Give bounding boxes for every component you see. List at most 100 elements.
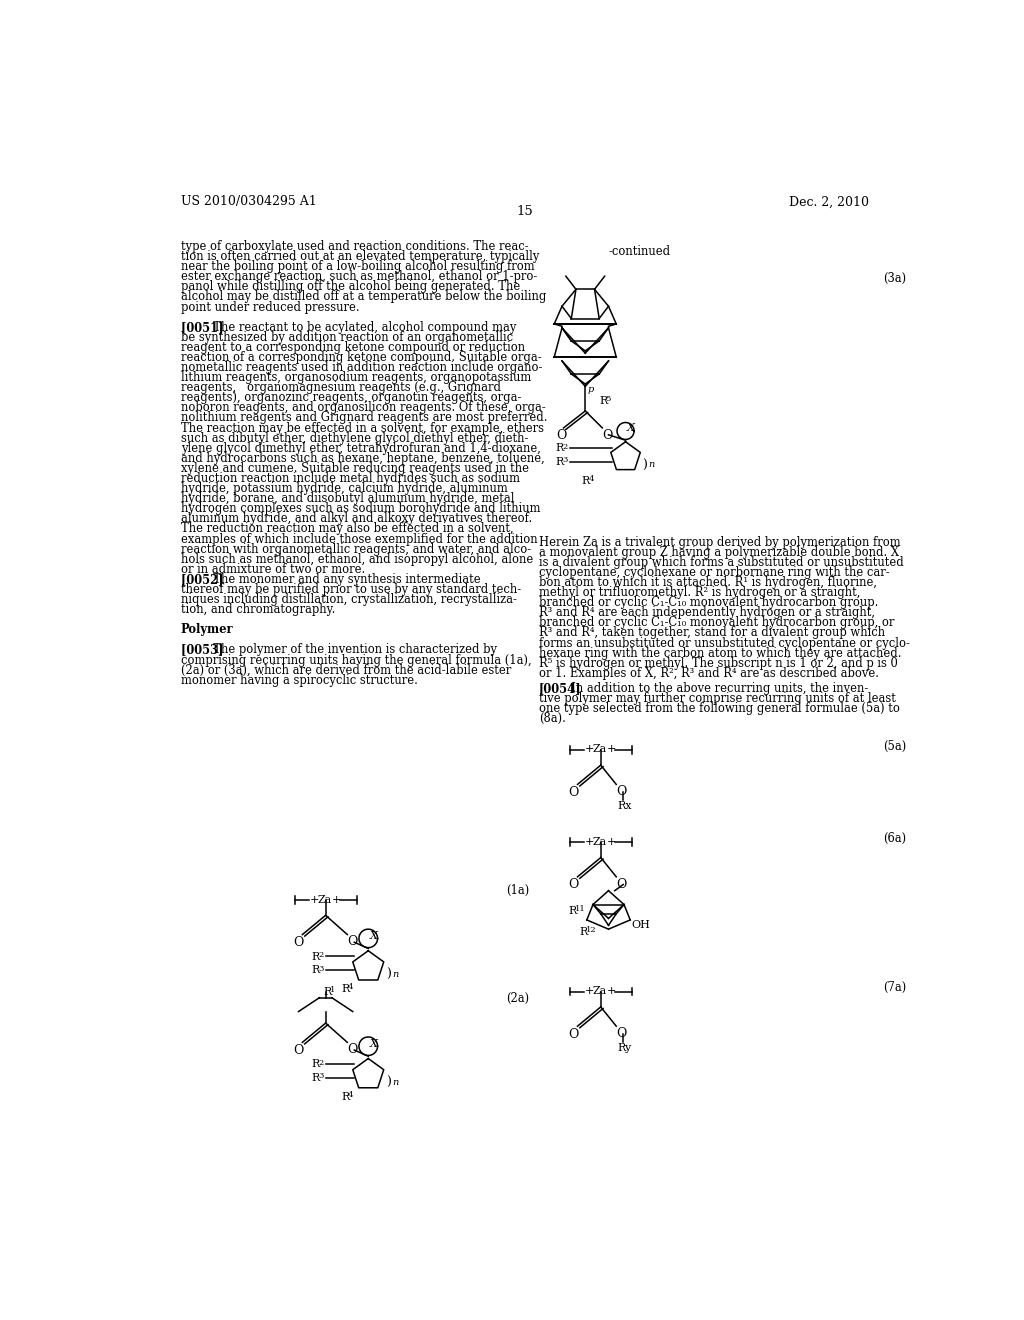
Text: +: + xyxy=(586,837,595,846)
Text: (7a): (7a) xyxy=(884,981,907,994)
Text: xylene and cumene. Suitable reducing reagents used in the: xylene and cumene. Suitable reducing rea… xyxy=(180,462,528,475)
Text: hydride, potassium hydride, calcium hydride, aluminum: hydride, potassium hydride, calcium hydr… xyxy=(180,482,508,495)
Text: n: n xyxy=(392,970,398,979)
Text: O: O xyxy=(347,936,357,948)
Text: X: X xyxy=(370,932,378,941)
Text: hydrogen complexes such as sodium borohydride and lithium: hydrogen complexes such as sodium borohy… xyxy=(180,503,541,515)
Text: (3a): (3a) xyxy=(884,272,906,285)
Text: type of carboxylate used and reaction conditions. The reac-: type of carboxylate used and reaction co… xyxy=(180,240,528,253)
Text: ): ) xyxy=(386,969,391,982)
Text: alcohol may be distilled off at a temperature below the boiling: alcohol may be distilled off at a temper… xyxy=(180,290,546,304)
Text: (8a).: (8a). xyxy=(539,713,565,725)
Text: R⁵ is hydrogen or methyl. The subscript n is 1 or 2, and p is 0: R⁵ is hydrogen or methyl. The subscript … xyxy=(539,657,898,669)
Text: ester exchange reaction, such as methanol, ethanol or 1-pro-: ester exchange reaction, such as methano… xyxy=(180,271,537,284)
Text: R: R xyxy=(311,952,319,961)
Text: (2a): (2a) xyxy=(506,993,529,1006)
Text: +: + xyxy=(310,895,319,904)
Text: branched or cyclic C₁-C₁₀ monovalent hydrocarbon group, or: branched or cyclic C₁-C₁₀ monovalent hyd… xyxy=(539,616,894,630)
Text: methyl or trifluoromethyl. R² is hydrogen or a straight,: methyl or trifluoromethyl. R² is hydroge… xyxy=(539,586,860,599)
Text: is a divalent group which forms a substituted or unsubstituted: is a divalent group which forms a substi… xyxy=(539,556,903,569)
Text: The reactant to be acylated, alcohol compound may: The reactant to be acylated, alcohol com… xyxy=(206,321,516,334)
Text: O: O xyxy=(293,1044,303,1057)
Text: O: O xyxy=(616,878,627,891)
Text: one type selected from the following general formulae (5a) to: one type selected from the following gen… xyxy=(539,702,900,715)
Text: R: R xyxy=(311,1059,319,1069)
Text: OH: OH xyxy=(632,920,650,929)
Text: cyclopentane, cyclohexane or norbornane ring with the car-: cyclopentane, cyclohexane or norbornane … xyxy=(539,566,890,579)
Text: point under reduced pressure.: point under reduced pressure. xyxy=(180,301,359,314)
Text: The monomer and any synthesis intermediate: The monomer and any synthesis intermedia… xyxy=(206,573,480,586)
Text: 2: 2 xyxy=(563,442,568,450)
Text: near the boiling point of a low-boiling alcohol resulting from: near the boiling point of a low-boiling … xyxy=(180,260,535,273)
Text: O: O xyxy=(556,429,566,442)
Text: thereof may be purified prior to use by any standard tech-: thereof may be purified prior to use by … xyxy=(180,583,521,595)
Text: +: + xyxy=(607,986,616,997)
Text: R³ and R⁴, taken together, stand for a divalent group which: R³ and R⁴, taken together, stand for a d… xyxy=(539,627,885,639)
Text: The polymer of the invention is characterized by: The polymer of the invention is characte… xyxy=(206,644,497,656)
Text: aluminum hydride, and alkyl and alkoxy derivatives thereof.: aluminum hydride, and alkyl and alkoxy d… xyxy=(180,512,531,525)
Text: comprising recurring units having the general formula (1a),: comprising recurring units having the ge… xyxy=(180,653,531,667)
Text: ): ) xyxy=(386,1076,391,1089)
Text: 15: 15 xyxy=(516,205,534,218)
Text: or in admixture of two or more.: or in admixture of two or more. xyxy=(180,562,365,576)
Text: R: R xyxy=(556,457,564,467)
Text: 4: 4 xyxy=(589,475,594,483)
Text: tive polymer may further comprise recurring units of at least: tive polymer may further comprise recurr… xyxy=(539,692,896,705)
Text: 12: 12 xyxy=(586,927,597,935)
Text: US 2010/0304295 A1: US 2010/0304295 A1 xyxy=(180,195,316,209)
Text: 5: 5 xyxy=(605,395,610,403)
Text: Herein Za is a trivalent group derived by polymerization from: Herein Za is a trivalent group derived b… xyxy=(539,536,900,549)
Text: +: + xyxy=(586,744,595,754)
Text: 2: 2 xyxy=(318,1059,324,1067)
Text: -continued: -continued xyxy=(608,244,671,257)
Text: monomer having a spirocyclic structure.: monomer having a spirocyclic structure. xyxy=(180,673,418,686)
Text: ylene glycol dimethyl ether, tetrahydrofuran and 1,4-dioxane,: ylene glycol dimethyl ether, tetrahydrof… xyxy=(180,442,541,455)
Text: [0052]: [0052] xyxy=(180,573,227,586)
Text: R: R xyxy=(582,475,590,486)
Text: R: R xyxy=(599,396,607,405)
Text: reagents,   organomagnesium reagents (e.g., Grignard: reagents, organomagnesium reagents (e.g.… xyxy=(180,381,501,395)
Text: O: O xyxy=(616,785,627,799)
Text: tion is often carried out at an elevated temperature, typically: tion is often carried out at an elevated… xyxy=(180,249,539,263)
Text: R³ and R⁴ are each independently hydrogen or a straight,: R³ and R⁴ are each independently hydroge… xyxy=(539,606,874,619)
Text: lithium reagents, organosodium reagents, organopotassium: lithium reagents, organosodium reagents,… xyxy=(180,371,531,384)
Text: O: O xyxy=(347,1043,357,1056)
Text: reaction with organometallic reagents, and water, and alco-: reaction with organometallic reagents, a… xyxy=(180,543,530,556)
Text: 4: 4 xyxy=(348,1090,353,1098)
Text: a monovalent group Z having a polymerizable double bond. X: a monovalent group Z having a polymeriza… xyxy=(539,545,899,558)
Text: bon atom to which it is attached. R¹ is hydrogen, fluorine,: bon atom to which it is attached. R¹ is … xyxy=(539,576,877,589)
Text: 4: 4 xyxy=(348,983,353,991)
Text: [0051]: [0051] xyxy=(180,321,227,334)
Text: Ry: Ry xyxy=(617,1043,632,1053)
Text: O: O xyxy=(568,878,579,891)
Text: tion, and chromatography.: tion, and chromatography. xyxy=(180,603,335,616)
Text: branched or cyclic C₁-C₁₀ monovalent hydrocarbon group.: branched or cyclic C₁-C₁₀ monovalent hyd… xyxy=(539,597,879,610)
Text: be synthesized by addition reaction of an organometallic: be synthesized by addition reaction of a… xyxy=(180,331,513,343)
Text: 3: 3 xyxy=(318,1072,324,1080)
Text: +: + xyxy=(607,744,616,754)
Text: [0054]: [0054] xyxy=(539,682,582,696)
Text: and hydrocarbons such as hexane, heptane, benzene, toluene,: and hydrocarbons such as hexane, heptane… xyxy=(180,451,545,465)
Text: reagent to a corresponding ketone compound or reduction: reagent to a corresponding ketone compou… xyxy=(180,341,525,354)
Text: niques including distillation, crystallization, recrystalliza-: niques including distillation, crystalli… xyxy=(180,593,516,606)
Text: Za: Za xyxy=(593,986,607,997)
Text: X: X xyxy=(627,424,635,433)
Text: R: R xyxy=(568,906,577,916)
Text: noboron reagents, and organosilicon reagents. Of these, orga-: noboron reagents, and organosilicon reag… xyxy=(180,401,546,414)
Text: n: n xyxy=(649,461,655,469)
Text: The reaction may be effected in a solvent, for example, ethers: The reaction may be effected in a solven… xyxy=(180,421,544,434)
Text: hols such as methanol, ethanol, and isopropyl alcohol, alone: hols such as methanol, ethanol, and isop… xyxy=(180,553,532,566)
Text: O: O xyxy=(568,785,579,799)
Text: reduction reaction include metal hydrides such as sodium: reduction reaction include metal hydride… xyxy=(180,473,520,484)
Text: (5a): (5a) xyxy=(884,739,907,752)
Text: 3: 3 xyxy=(318,965,324,973)
Text: (6a): (6a) xyxy=(884,832,906,845)
Text: reagents), organozinc reagents, organotin reagents, orga-: reagents), organozinc reagents, organoti… xyxy=(180,391,521,404)
Text: 2: 2 xyxy=(318,950,324,958)
Text: O: O xyxy=(293,936,303,949)
Text: R: R xyxy=(556,444,564,453)
Text: O: O xyxy=(616,1027,627,1040)
Text: R: R xyxy=(341,983,349,994)
Text: ): ) xyxy=(643,459,647,471)
Text: examples of which include those exemplified for the addition: examples of which include those exemplif… xyxy=(180,532,538,545)
